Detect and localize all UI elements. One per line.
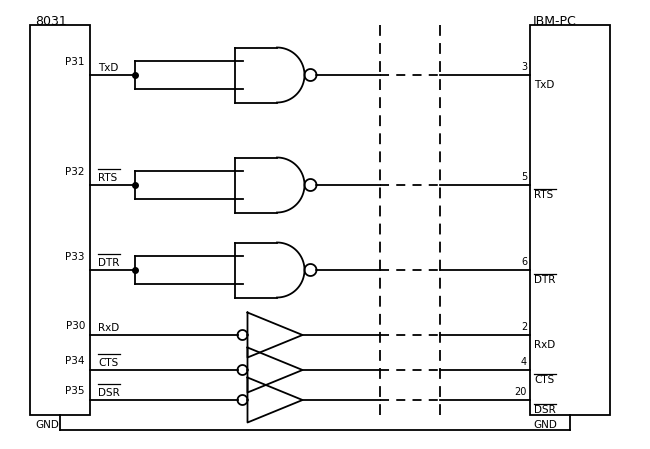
- Text: 3: 3: [521, 62, 527, 72]
- Text: CTS: CTS: [98, 358, 118, 368]
- Text: IBM-PC: IBM-PC: [533, 15, 577, 28]
- Text: TxD: TxD: [534, 80, 554, 90]
- Text: 5: 5: [521, 172, 527, 182]
- Text: P33: P33: [66, 252, 85, 262]
- Text: P34: P34: [66, 356, 85, 366]
- Text: DSR: DSR: [534, 405, 556, 415]
- Text: P31: P31: [66, 57, 85, 67]
- Text: GND: GND: [35, 420, 59, 430]
- Text: P35: P35: [66, 386, 85, 396]
- Text: 8031: 8031: [35, 15, 67, 28]
- Text: 4: 4: [521, 357, 527, 367]
- Text: RTS: RTS: [98, 173, 117, 183]
- Text: 6: 6: [521, 257, 527, 267]
- Text: CTS: CTS: [534, 375, 554, 385]
- Text: DTR: DTR: [98, 258, 120, 268]
- Text: DTR: DTR: [534, 275, 555, 285]
- Text: RxD: RxD: [534, 340, 555, 350]
- Text: TxD: TxD: [98, 63, 118, 73]
- Bar: [30, 25, 90, 415]
- Text: P32: P32: [66, 167, 85, 177]
- Bar: [530, 25, 610, 415]
- Text: GND: GND: [533, 420, 557, 430]
- Text: P30: P30: [66, 321, 85, 331]
- Text: 2: 2: [521, 322, 527, 332]
- Text: RxD: RxD: [98, 323, 119, 333]
- Text: DSR: DSR: [98, 388, 120, 398]
- Text: 20: 20: [515, 387, 527, 397]
- Text: RTS: RTS: [534, 190, 553, 200]
